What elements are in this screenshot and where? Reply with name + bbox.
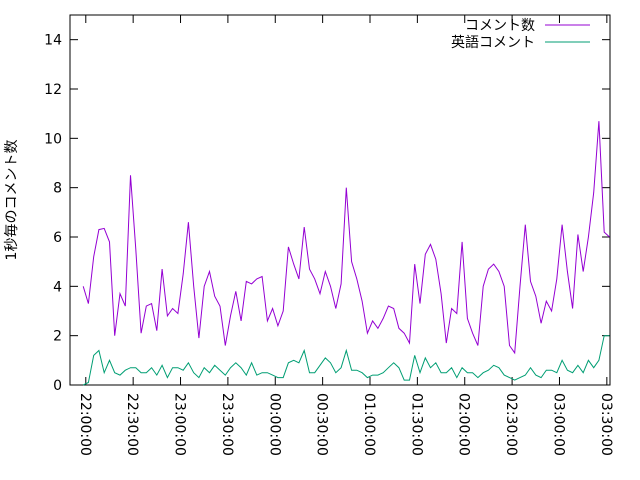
x-tick-label: 02:30:00: [503, 393, 519, 456]
y-tick-label: 10: [44, 131, 62, 147]
x-tick-label: 00:00:00: [266, 393, 282, 456]
plot-border: [69, 14, 611, 386]
x-tick-label: 03:30:00: [598, 393, 614, 456]
x-tick-label: 03:00:00: [550, 393, 566, 456]
x-tick-label: 01:00:00: [361, 393, 377, 456]
x-tick-label: 22:30:00: [124, 393, 140, 456]
legend-label: コメント数: [465, 18, 535, 34]
y-tick-label: 0: [53, 378, 62, 394]
series-line: [82, 335, 610, 386]
series-line: [82, 121, 610, 355]
y-axis-label: 1秒毎のコメント数: [4, 140, 20, 261]
x-tick-label: 23:30:00: [219, 393, 235, 456]
y-tick-label: 2: [53, 329, 62, 345]
y-tick-label: 8: [53, 181, 62, 197]
x-tick-label: 01:30:00: [408, 393, 424, 456]
y-tick-label: 4: [53, 279, 62, 295]
y-tick-label: 12: [44, 82, 62, 98]
x-tick-label: 00:30:00: [314, 393, 330, 456]
x-tick-label: 23:00:00: [172, 393, 188, 456]
y-tick-label: 6: [53, 230, 62, 246]
y-tick-label: 14: [44, 33, 62, 49]
x-tick-label: 02:00:00: [456, 393, 472, 456]
legend-label: 英語コメント: [451, 34, 535, 51]
x-tick-label: 22:00:00: [77, 393, 93, 456]
